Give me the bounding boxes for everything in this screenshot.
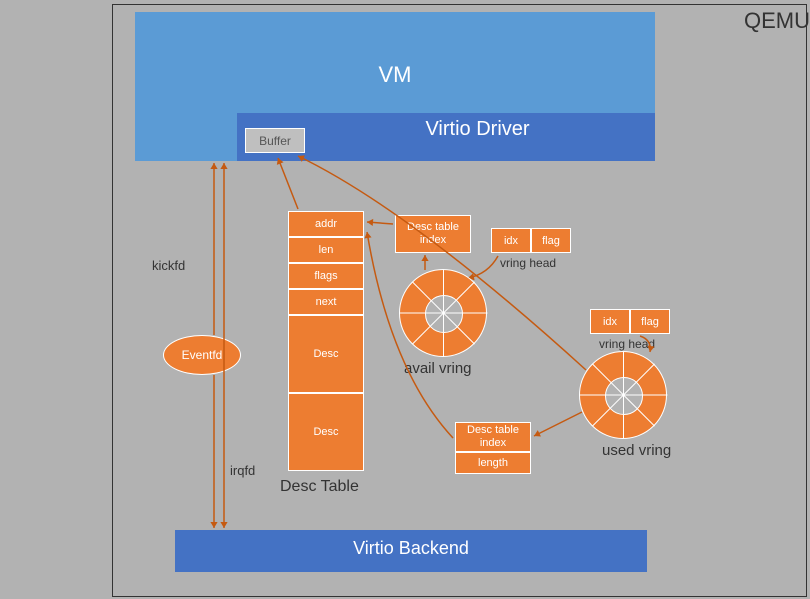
buffer-box: Buffer [245, 128, 305, 153]
kickfd-label: kickfd [152, 258, 185, 273]
desc-table-cell: addr [288, 211, 364, 237]
desc-table-cell: flags [288, 263, 364, 289]
head-cell: flag [630, 309, 670, 334]
desc-table-cell: Desc [288, 393, 364, 471]
desc-table-cell: next [288, 289, 364, 315]
irqfd-label: irqfd [230, 463, 255, 478]
head-cell: idx [491, 228, 531, 253]
used-head-label: vring head [599, 337, 655, 351]
used-index-cell: Desc table index [455, 422, 531, 452]
head-cell: idx [590, 309, 630, 334]
eventfd-ellipse: Eventfd [163, 335, 241, 375]
desc-table-title: Desc Table [280, 478, 359, 496]
virtio-backend-label: Virtio Backend [175, 538, 647, 559]
avail-head-label: vring head [500, 256, 556, 270]
used-index-cell: length [455, 452, 531, 474]
virtio-driver-label: Virtio Driver [300, 118, 655, 141]
head-cell: flag [531, 228, 571, 253]
vring-donut [399, 269, 487, 357]
desc-table-cell: len [288, 237, 364, 263]
vm-label: VM [135, 62, 655, 88]
used-head-boxes: idxflag [590, 309, 670, 334]
avail-head-boxes: idxflag [491, 228, 571, 253]
vring-donut [579, 351, 667, 439]
avail-index-box: Desc table index [395, 215, 471, 253]
qemu-label: QEMU [744, 8, 810, 34]
used-vring-label: used vring [602, 442, 671, 459]
desc-table-cell: Desc [288, 315, 364, 393]
avail-vring-label: avail vring [404, 360, 472, 377]
